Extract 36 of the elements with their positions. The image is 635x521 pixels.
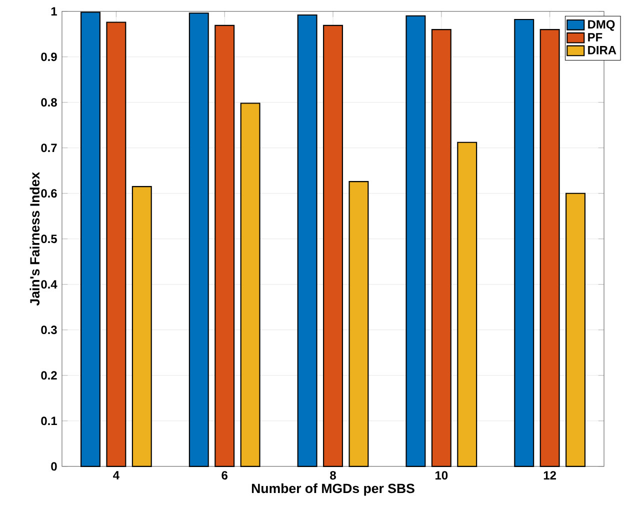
y-tick-label: 0.6 bbox=[41, 189, 57, 198]
y-tick-label: 0.4 bbox=[41, 280, 58, 289]
y-tick-label: 0.8 bbox=[41, 98, 57, 107]
bar bbox=[457, 142, 478, 468]
bar bbox=[80, 12, 100, 468]
bar bbox=[106, 22, 126, 468]
x-tick-label: 6 bbox=[222, 471, 228, 480]
y-tick-label: 1 bbox=[51, 7, 57, 16]
bar bbox=[240, 102, 260, 468]
bar bbox=[348, 181, 369, 468]
bar bbox=[431, 29, 452, 468]
bar bbox=[406, 15, 426, 468]
bar bbox=[188, 12, 209, 468]
bar bbox=[323, 24, 343, 468]
bar bbox=[514, 19, 534, 468]
bar bbox=[132, 186, 152, 468]
bar bbox=[297, 14, 318, 468]
bar bbox=[540, 29, 560, 468]
y-tick-label: 0.5 bbox=[41, 234, 57, 244]
y-tick-label: 0 bbox=[51, 462, 57, 471]
bar bbox=[566, 192, 586, 468]
y-tick-label: 0.9 bbox=[41, 52, 57, 62]
x-axis-title: Number of MGDs per SBS bbox=[252, 483, 414, 496]
y-tick-label: 0.3 bbox=[41, 326, 57, 334]
x-tick-label: 8 bbox=[330, 471, 336, 480]
x-tick-label: 12 bbox=[544, 471, 556, 480]
bar bbox=[214, 24, 235, 468]
legend-label: DMQ bbox=[588, 20, 615, 31]
x-tick-label: 4 bbox=[113, 471, 120, 480]
y-tick-label: 0.7 bbox=[41, 144, 57, 152]
legend-label: DIRA bbox=[588, 46, 616, 54]
y-axis-title: Jain's Fairness Index bbox=[30, 172, 40, 306]
y-tick-label: 0.2 bbox=[41, 371, 57, 380]
y-tick-label: 0.1 bbox=[41, 416, 57, 426]
legend-label: PF bbox=[588, 33, 602, 42]
x-tick-label: 10 bbox=[436, 471, 448, 480]
